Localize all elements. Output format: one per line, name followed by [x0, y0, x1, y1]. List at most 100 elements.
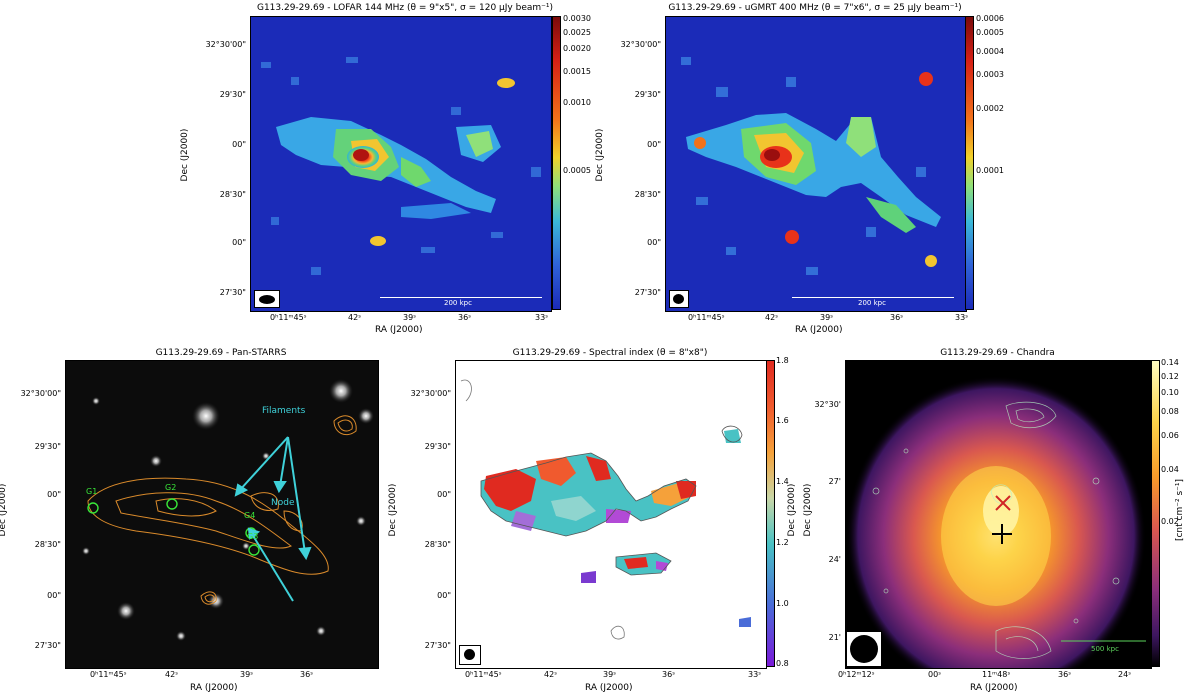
ytick: 28'30": [634, 190, 661, 199]
xtick: 42ˢ: [765, 313, 779, 322]
scale-label: 200 kpc: [444, 299, 472, 307]
scale-bar: [792, 297, 954, 298]
colorbar-tick: 0.0005: [563, 166, 591, 175]
label-g4: G4: [244, 511, 256, 520]
colorbar-label: Dec (J2000): [787, 483, 797, 537]
ytick: 32°30'00": [410, 389, 451, 398]
colorbar-tick: 0.0006: [976, 14, 1004, 23]
colorbar-spectral: [766, 360, 775, 667]
optical-image: Filaments Node G1 G2 G4 G3: [65, 360, 379, 669]
ytick: 27'30": [634, 288, 661, 297]
label-g1: G1: [86, 487, 98, 496]
colorbar-tick: 0.0020: [563, 44, 591, 53]
xtick: 42ˢ: [348, 313, 362, 322]
x-axis-label: RA (J2000): [585, 683, 633, 693]
ytick: 24': [828, 555, 841, 564]
panel-title: G113.29-29.69 - uGMRT 400 MHz (θ = 7"x6"…: [668, 3, 962, 13]
colorbar-tick: 0.0002: [976, 104, 1004, 113]
colorbar-chandra: [1151, 360, 1160, 667]
colorbar-tick: 1.6: [776, 416, 789, 425]
ytick: 00": [232, 238, 246, 247]
ytick: 27'30": [34, 641, 61, 650]
ytick: 27'30": [219, 288, 246, 297]
colorbar-tick: 0.0005: [976, 28, 1004, 37]
xtick: 39ˢ: [403, 313, 417, 322]
ugmrt-emission: [666, 17, 966, 311]
spectral-panel: G113.29-29.69 - Spectral index (θ = 8"x8…: [388, 345, 800, 700]
ytick: 21': [828, 633, 841, 642]
xtick: 24ˢ: [1118, 670, 1132, 679]
xtick: 36ˢ: [300, 670, 314, 679]
ytick: 28'30": [424, 540, 451, 549]
ytick: 29'30": [34, 442, 61, 451]
colorbar-tick: 0.8: [776, 659, 789, 668]
beam-circle: [846, 631, 882, 667]
xtick: 42ˢ: [165, 670, 179, 679]
colorbar-tick: 0.0003: [976, 70, 1004, 79]
colorbar-tick: 0.06: [1161, 431, 1179, 440]
annotation-filaments: Filaments: [262, 406, 306, 416]
colorbar-tick: 0.14: [1161, 358, 1179, 367]
xtick: 33ˢ: [535, 313, 549, 322]
beam-ellipse: [254, 290, 280, 308]
ytick: 32°30'00": [620, 40, 661, 49]
xtick: 0ʰ12ᵐ12ˢ: [838, 670, 875, 679]
colorbar-tick: 0.08: [1161, 407, 1179, 416]
lofar-panel: G113.29-29.69 - LOFAR 144 MHz (θ = 9"x5"…: [180, 0, 570, 340]
colorbar-tick: 0.02: [1161, 517, 1179, 526]
colorbar-tick: 0.0004: [976, 47, 1004, 56]
lofar-emission: [251, 17, 551, 311]
xtick: 39ˢ: [603, 670, 617, 679]
colorbar-tick: 0.0010: [563, 98, 591, 107]
ytick: 27'30": [424, 641, 451, 650]
annotation-node: Node: [271, 498, 295, 508]
ytick: 28'30": [219, 190, 246, 199]
ytick: 00": [437, 591, 451, 600]
panstarrs-panel: G113.29-29.69 - Pan-STARRS: [0, 345, 390, 700]
xtick: 00ˢ: [928, 670, 942, 679]
xtick: 0ʰ11ᵐ45ˢ: [465, 670, 502, 679]
xtick: 39ˢ: [240, 670, 254, 679]
y-axis-label: Dec (J2000): [388, 483, 398, 537]
label-g2: G2: [165, 483, 177, 492]
ytick: 00": [647, 238, 661, 247]
scale-bar: [380, 297, 542, 298]
ytick: 00": [47, 490, 61, 499]
colorbar-tick: 0.10: [1161, 388, 1179, 397]
chandra-panel: G113.29-29.69 - Chandra: [800, 345, 1200, 700]
colorbar-tick: 0.0001: [976, 166, 1004, 175]
ytick: 28'30": [34, 540, 61, 549]
colorbar-tick: 1.2: [776, 538, 789, 547]
ytick: 00": [232, 140, 246, 149]
panel-title: G113.29-29.69 - Pan-STARRS: [155, 348, 287, 358]
xray-overlay: [846, 361, 1151, 668]
ytick: 00": [47, 591, 61, 600]
x-axis-label: RA (J2000): [795, 325, 843, 335]
colorbar-tick: 0.04: [1161, 465, 1179, 474]
ytick: 32°30'00": [20, 389, 61, 398]
xtick: 11ᵐ48ˢ: [982, 670, 1011, 679]
scale-label: 200 kpc: [858, 299, 886, 307]
beam-ellipse: [669, 290, 689, 308]
xtick: 0ʰ11ᵐ45ˢ: [270, 313, 307, 322]
y-axis-label: Dec (J2000): [803, 483, 813, 537]
radio-map-lofar: [250, 16, 552, 312]
panel-title: G113.29-29.69 - Spectral index (θ = 8"x8…: [512, 348, 708, 358]
y-axis-label: Dec (J2000): [180, 128, 190, 182]
x-axis-label: RA (J2000): [190, 683, 238, 693]
xtick: 36ˢ: [1058, 670, 1072, 679]
ytick: 32°30'00": [205, 40, 246, 49]
xtick: 0ʰ11ᵐ45ˢ: [688, 313, 725, 322]
panel-title: G113.29-29.69 - LOFAR 144 MHz (θ = 9"x5"…: [256, 3, 554, 13]
x-axis-label: RA (J2000): [970, 683, 1018, 693]
colorbar-lofar: [552, 16, 561, 310]
xtick: 33ˢ: [748, 670, 762, 679]
ytick: 00": [437, 490, 451, 499]
ytick: 32°30': [814, 400, 841, 409]
label-g3: G3: [247, 532, 259, 541]
xtick: 36ˢ: [890, 313, 904, 322]
ugmrt-panel: G113.29-29.69 - uGMRT 400 MHz (θ = 7"x6"…: [595, 0, 1000, 340]
spectral-overlay: [456, 361, 766, 668]
beam-circle: [459, 645, 481, 665]
ytick: 29'30": [424, 442, 451, 451]
